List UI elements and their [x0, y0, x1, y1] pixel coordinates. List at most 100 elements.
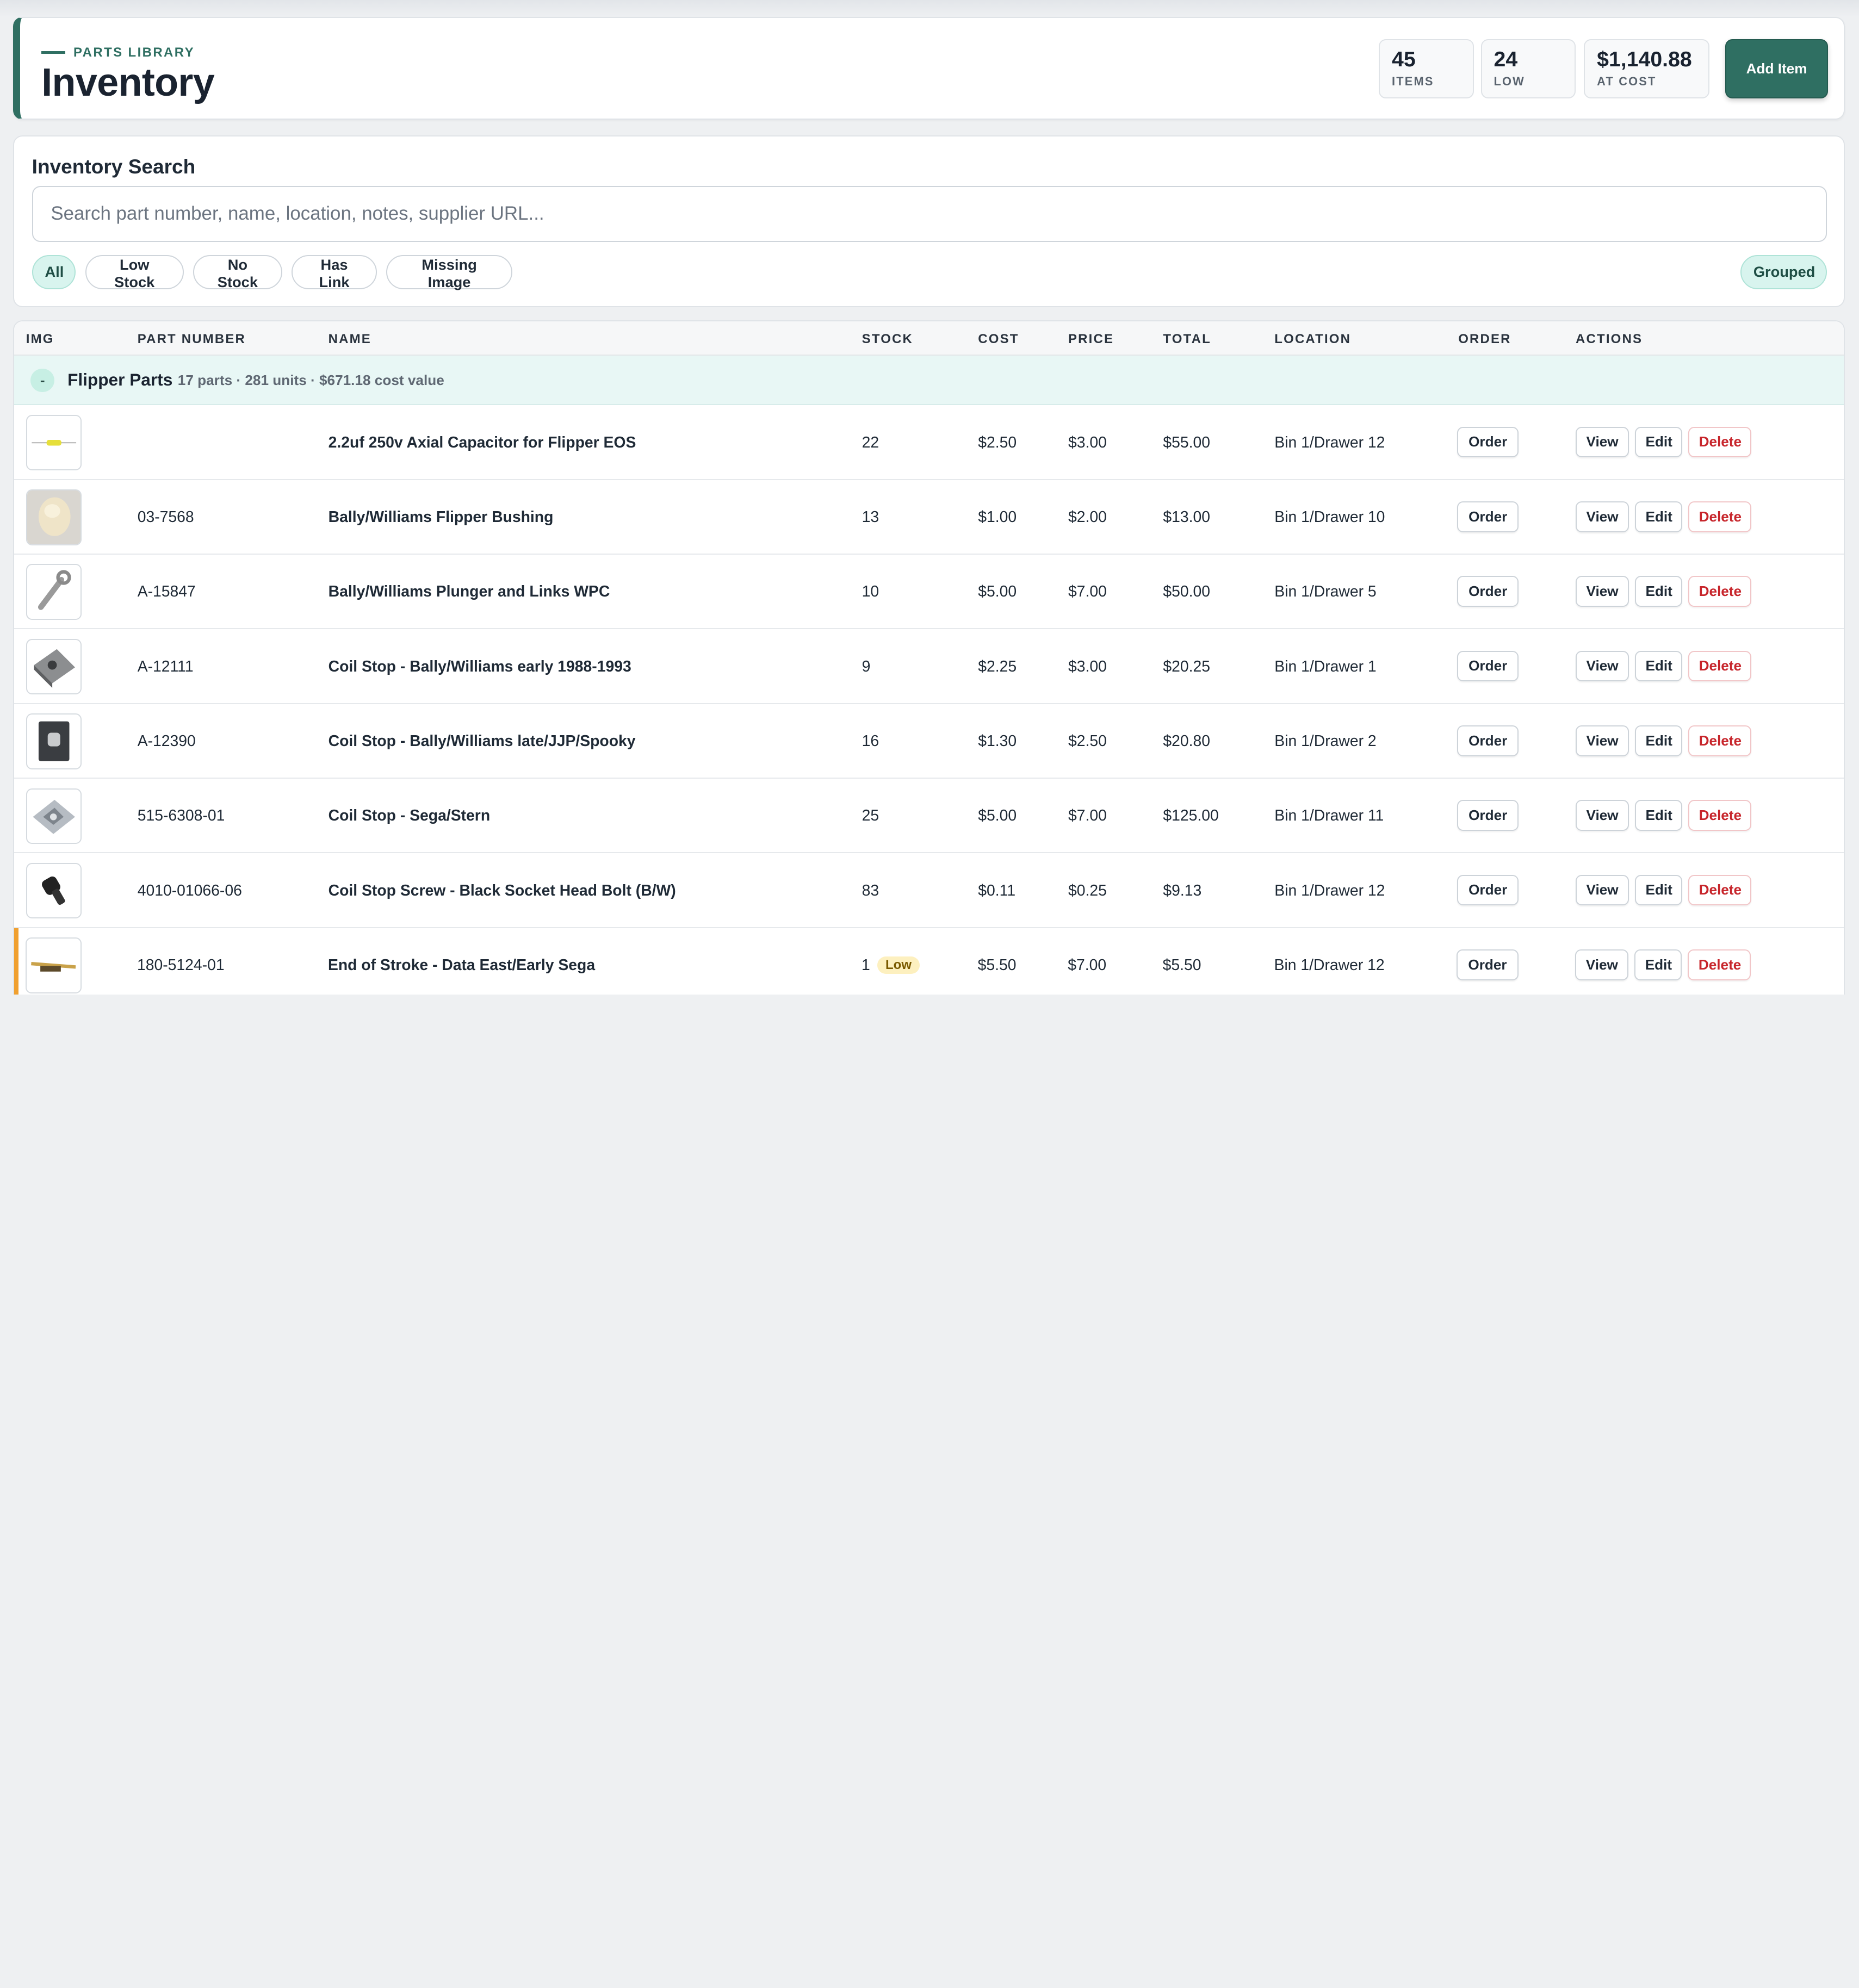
col-location[interactable]: LOCATION — [1274, 332, 1352, 347]
edit-button[interactable]: Edit — [1635, 725, 1683, 756]
delete-button[interactable]: Delete — [1688, 725, 1751, 756]
edit-button[interactable]: Edit — [1635, 874, 1683, 906]
col-total[interactable]: TOTAL — [1163, 332, 1211, 347]
view-button[interactable]: View — [1575, 949, 1629, 980]
group-collapse-button[interactable]: - — [30, 368, 55, 393]
stock-value: 10 — [862, 583, 879, 601]
order-button[interactable]: Order — [1457, 426, 1519, 458]
col-name[interactable]: NAME — [328, 332, 371, 347]
view-button[interactable]: View — [1576, 874, 1629, 906]
page-title: Inventory — [41, 60, 215, 104]
view-button[interactable]: View — [1576, 426, 1629, 458]
edit-button[interactable]: Edit — [1635, 501, 1683, 532]
view-button[interactable]: View — [1576, 501, 1629, 532]
coil-stop-bracket-icon[interactable] — [26, 788, 82, 844]
part-name: Coil Stop Screw - Black Socket Head Bolt… — [328, 881, 676, 899]
delete-button[interactable]: Delete — [1688, 800, 1751, 831]
view-button[interactable]: View — [1576, 576, 1629, 607]
stat-items-label: ITEMS — [1392, 74, 1434, 88]
col-price[interactable]: PRICE — [1068, 332, 1114, 347]
delete-button[interactable]: Delete — [1688, 949, 1751, 980]
stock-value: 16 — [862, 732, 879, 750]
edit-button[interactable]: Edit — [1634, 949, 1682, 980]
stock-value: 83 — [862, 881, 879, 899]
order-button[interactable]: Order — [1457, 725, 1519, 756]
col-stock[interactable]: STOCK — [862, 332, 914, 347]
price-value: $0.25 — [1068, 881, 1107, 899]
total-value: $125.00 — [1163, 807, 1219, 825]
filter-no-stock[interactable]: No Stock — [193, 254, 282, 290]
bushing-icon[interactable] — [26, 489, 82, 545]
eyebrow-label: PARTS LIBRARY — [73, 45, 195, 60]
col-part-number[interactable]: PART NUMBER — [137, 332, 246, 347]
order-button[interactable]: Order — [1457, 576, 1519, 607]
page: PARTS LIBRARY Inventory 45 ITEMS 24 LOW … — [0, 0, 1859, 995]
order-button[interactable]: Order — [1457, 501, 1519, 532]
location-value: Bin 1/Drawer 10 — [1274, 508, 1385, 526]
filter-missing-image[interactable]: Missing Image — [386, 254, 512, 290]
delete-button[interactable]: Delete — [1688, 650, 1751, 682]
switch-icon[interactable] — [26, 937, 82, 993]
search-panel: Inventory Search All Low Stock No Stock … — [13, 135, 1845, 307]
filter-has-link[interactable]: Has Link — [292, 254, 377, 290]
edit-button[interactable]: Edit — [1635, 800, 1683, 831]
plunger-icon[interactable] — [26, 564, 82, 620]
location-value: Bin 1/Drawer 12 — [1274, 956, 1385, 974]
cost-value: $2.50 — [978, 433, 1017, 451]
table-row[interactable]: 4010-01066-06 Coil Stop Screw - Black So… — [14, 853, 1844, 928]
table-row[interactable]: A-15847 Bally/Williams Plunger and Links… — [14, 555, 1844, 630]
total-value: $20.25 — [1163, 657, 1211, 675]
table-row-low-stock[interactable]: 180-5124-01 End of Stroke - Data East/Ea… — [14, 928, 1844, 995]
table-row[interactable]: 2.2uf 250v Axial Capacitor for Flipper E… — [14, 405, 1844, 480]
table-row[interactable]: A-12111 Coil Stop - Bally/Williams early… — [14, 629, 1844, 704]
coil-stop-dark-icon[interactable] — [26, 713, 82, 769]
col-actions: ACTIONS — [1576, 332, 1643, 347]
total-value: $55.00 — [1163, 433, 1211, 451]
location-value: Bin 1/Drawer 12 — [1274, 881, 1385, 899]
part-name: Coil Stop - Sega/Stern — [328, 807, 491, 825]
filter-all[interactable]: All — [32, 254, 76, 289]
price-value: $3.00 — [1068, 657, 1107, 675]
price-value: $2.50 — [1068, 732, 1107, 750]
delete-button[interactable]: Delete — [1688, 576, 1751, 607]
stat-items: 45 ITEMS — [1379, 39, 1474, 98]
filter-low-stock[interactable]: Low Stock — [85, 254, 184, 290]
delete-button[interactable]: Delete — [1688, 501, 1751, 532]
capacitor-icon[interactable] — [26, 414, 82, 471]
add-item-button[interactable]: Add Item — [1725, 39, 1829, 98]
delete-button[interactable]: Delete — [1688, 426, 1751, 458]
price-value: $2.00 — [1068, 508, 1107, 526]
total-value: $9.13 — [1163, 881, 1202, 899]
table-row[interactable]: A-12390 Coil Stop - Bally/Williams late/… — [14, 704, 1844, 779]
order-button[interactable]: Order — [1457, 874, 1519, 906]
order-button[interactable]: Order — [1457, 800, 1519, 831]
stock-value: 25 — [862, 807, 879, 825]
view-button[interactable]: View — [1576, 650, 1629, 682]
col-cost[interactable]: COST — [978, 332, 1019, 347]
table-row[interactable]: 03-7568 Bally/Williams Flipper Bushing 1… — [14, 480, 1844, 555]
edit-button[interactable]: Edit — [1635, 650, 1683, 682]
group-row-flipper-parts[interactable]: - Flipper Parts 17 parts · 281 units · $… — [14, 355, 1844, 406]
group-summary: 17 parts · 281 units · $671.18 cost valu… — [177, 372, 444, 389]
view-button[interactable]: View — [1576, 725, 1629, 756]
stock-value: 22 — [862, 433, 879, 451]
top-shade — [0, 0, 1859, 17]
order-button[interactable]: Order — [1457, 650, 1519, 682]
search-input[interactable] — [32, 186, 1827, 242]
view-button[interactable]: View — [1576, 800, 1629, 831]
stat-cost: $1,140.88 AT COST — [1584, 39, 1710, 98]
edit-button[interactable]: Edit — [1635, 576, 1683, 607]
stat-items-value: 45 — [1392, 47, 1416, 71]
delete-button[interactable]: Delete — [1688, 874, 1751, 906]
cost-value: $5.00 — [978, 583, 1017, 601]
coil-stop-icon[interactable] — [26, 638, 82, 695]
stock-number: 1 — [861, 956, 870, 974]
cost-value: $0.11 — [978, 881, 1016, 899]
eyebrow-dash — [41, 51, 65, 54]
edit-button[interactable]: Edit — [1635, 426, 1683, 458]
grouped-toggle[interactable]: Grouped — [1740, 254, 1827, 289]
bolt-icon[interactable] — [26, 862, 82, 919]
table-row[interactable]: 515-6308-01 Coil Stop - Sega/Stern 25 $5… — [14, 779, 1844, 854]
part-name: Coil Stop - Bally/Williams late/JJP/Spoo… — [328, 732, 636, 750]
order-button[interactable]: Order — [1457, 949, 1519, 980]
